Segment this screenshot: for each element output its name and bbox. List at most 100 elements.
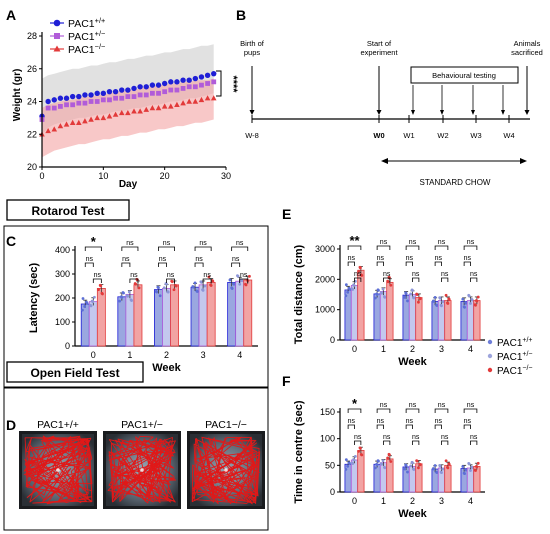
ko-point: [204, 95, 211, 101]
ko-point: [69, 119, 76, 125]
distance-y-tick-label: 1000: [315, 305, 335, 315]
het-point: [174, 87, 180, 93]
wt-point: [137, 84, 143, 90]
distance-data-point: [344, 283, 348, 287]
distance-data-point: [469, 302, 472, 305]
weight-y-tick-label: 20: [27, 162, 37, 172]
ko-point: [76, 119, 82, 125]
distance-data-point: [348, 287, 351, 291]
ko-point: [168, 103, 174, 109]
centre-data-point: [409, 464, 413, 468]
het-point: [51, 105, 57, 111]
rotarod-sig-label: ns: [122, 256, 130, 263]
ko-point: [149, 105, 156, 111]
wt-point: [192, 75, 199, 82]
centre-y-tick-label: 50: [325, 460, 335, 470]
rotarod-bar: [206, 281, 216, 347]
wt-point: [211, 70, 217, 77]
timeline-tick-label: W3: [470, 131, 481, 140]
wt-point: [69, 93, 76, 100]
behaviour-box: [410, 66, 519, 84]
ko-point: [118, 109, 125, 116]
centre-sig-label: ns: [412, 434, 420, 441]
distance-data-point: [441, 300, 445, 304]
centre-data-point: [381, 459, 385, 463]
distance-data-point: [412, 296, 416, 300]
distance-data-point: [433, 295, 437, 299]
centre-data-point: [359, 446, 362, 450]
distance-sig-label: ns: [409, 239, 417, 246]
rotarod-data-point: [127, 290, 131, 294]
distance-bar: [444, 300, 452, 341]
behaviour-arrowhead: [501, 110, 505, 115]
rotarod-sig-label: ns: [94, 272, 102, 279]
distance-data-point: [446, 302, 450, 305]
centre-data-point: [432, 467, 436, 471]
distance-data-point: [389, 283, 393, 287]
centre-sig-label: *: [352, 396, 358, 411]
arena-centre-light: [56, 468, 60, 472]
rotarod-bar: [117, 296, 127, 347]
rotarod-sig-bracket: [194, 262, 204, 267]
legend-label: PAC1+/−: [497, 351, 533, 363]
wt-point: [106, 88, 113, 95]
distance-data-point: [476, 295, 480, 299]
distance-sig-bracket: [412, 277, 420, 282]
wt-point: [155, 82, 162, 88]
distance-sig-bracket: [347, 245, 362, 250]
centre-data-point: [463, 472, 466, 476]
distance-data-point: [344, 294, 348, 298]
rotarod-bar: [170, 284, 179, 347]
centre-sig-bracket: [405, 408, 420, 413]
distance-data-point: [351, 288, 355, 291]
het-point: [168, 87, 174, 93]
distance-bar: [431, 301, 439, 341]
timeline-tick-label: W4: [503, 131, 514, 140]
rotarod-bar: [190, 286, 200, 347]
ko-point: [174, 101, 180, 107]
distance-sig-bracket: [354, 277, 362, 282]
distance-sig-bracket: [470, 277, 478, 282]
rotarod-sig-label: ns: [236, 240, 244, 247]
weight-y-tick-label: 28: [27, 31, 37, 41]
centre-sig-label: ns: [406, 418, 414, 425]
rotarod-data-point: [174, 284, 178, 288]
weight-y-label: Weight (gr): [12, 69, 23, 122]
legend-marker: [487, 339, 493, 345]
rotarod-sig-bracket: [231, 246, 249, 251]
distance-data-point: [359, 266, 362, 270]
het-point: [88, 99, 94, 104]
centre-data-point: [467, 462, 471, 466]
distance-sig-bracket: [383, 277, 391, 282]
rotarod-data-point: [191, 285, 195, 289]
centre-sig-bracket: [412, 440, 420, 445]
rotarod-sig-bracket: [121, 262, 131, 267]
movement-track: [107, 435, 177, 504]
weight-legend-label: PAC1−/−: [68, 42, 105, 56]
rotarod-sig-bracket: [202, 278, 212, 283]
het-point: [70, 102, 76, 108]
rotarod-bar: [198, 284, 208, 347]
centre-data-point: [386, 457, 390, 460]
wt-point: [45, 98, 51, 105]
rotarod-data-point: [248, 274, 251, 278]
distance-data-point: [418, 297, 422, 301]
rotarod-data-point: [232, 282, 236, 286]
distance-y-tick-label: 2000: [315, 274, 335, 284]
rotarod-x-tick-label: 0: [91, 350, 96, 360]
weight-significance: ****: [227, 75, 239, 93]
het-point: [143, 92, 149, 98]
ko-point: [88, 116, 94, 122]
het-point: [156, 90, 161, 96]
wt-point: [180, 77, 186, 83]
rotarod-data-point: [157, 286, 160, 290]
wt-point: [63, 95, 70, 101]
weight-legend: PAC1+/+PAC1+/−PAC1−/−: [50, 16, 105, 56]
distance-sig-label: ns: [348, 255, 356, 262]
rotarod-data-point: [122, 291, 125, 295]
centre-sig-bracket: [376, 424, 384, 429]
distance-data-point: [440, 304, 443, 308]
distance-bar: [379, 291, 388, 341]
distance-sig-label: ns: [412, 271, 420, 278]
rotarod-data-point: [126, 294, 130, 298]
